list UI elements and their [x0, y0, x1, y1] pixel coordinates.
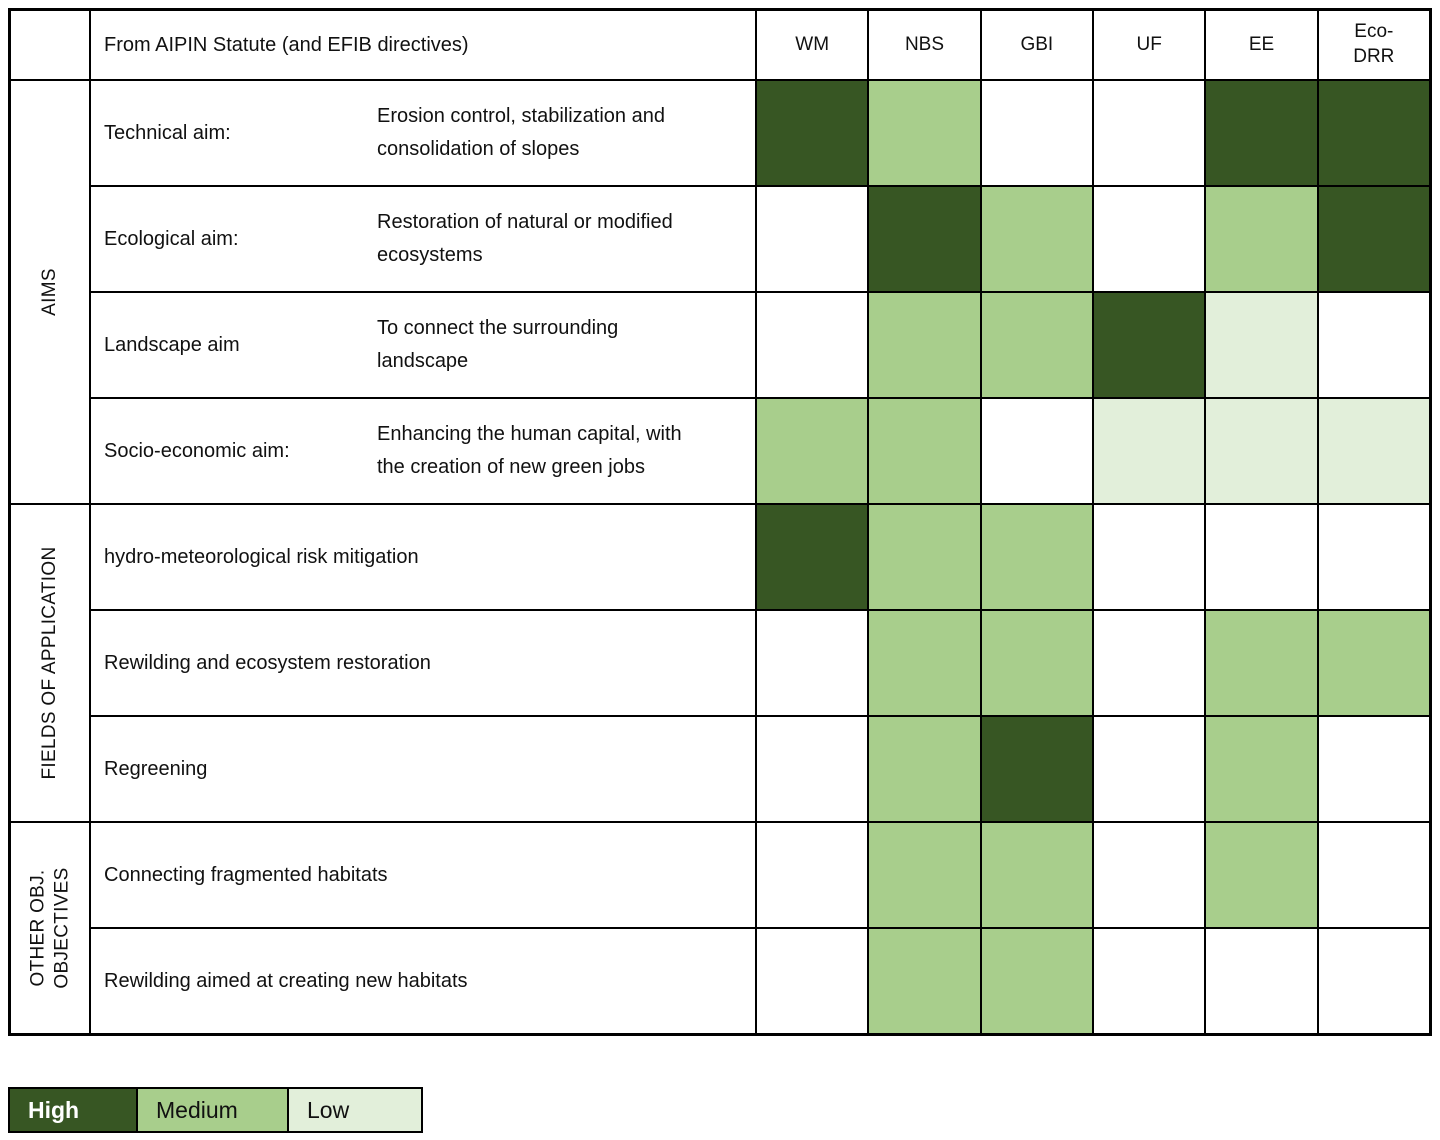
matrix-cell-medium [869, 611, 980, 715]
row-group-label: AIMS [39, 268, 61, 316]
matrix-table: From AIPIN Statute (and EFIB directives)… [8, 8, 1432, 1036]
matrix-cell-none [1094, 717, 1205, 821]
matrix-cell-medium [1206, 187, 1317, 291]
row-group-label: OTHER OBJ. OBJECTIVES [27, 867, 72, 989]
matrix-cell-medium [981, 929, 1092, 1033]
matrix-cell-medium [981, 505, 1092, 609]
row-label-hydro-meteorological-risk-mitigation: hydro-meteorological risk mitigation [91, 505, 755, 609]
column-header-gbi: GBI [981, 11, 1092, 79]
matrix-cell-none [1318, 717, 1429, 821]
matrix-cell-none [1094, 187, 1205, 291]
matrix-cell-high [869, 187, 980, 291]
matrix-cell-medium [869, 929, 980, 1033]
row-label-connecting-fragmented-habitats: Connecting fragmented habitats [91, 823, 755, 927]
row-group-label: FIELDS OF APPLICATION [39, 546, 61, 780]
matrix-cell-medium [1206, 717, 1317, 821]
matrix-cell-none [1318, 293, 1429, 397]
aim-name: Technical aim: [104, 121, 231, 144]
matrix-cell-medium [1206, 611, 1317, 715]
legend-item-medium: Medium [136, 1087, 289, 1133]
aim-name: Landscape aim [104, 333, 240, 356]
legend: High Medium Low [8, 1087, 423, 1133]
row-label-landscape-aim: Landscape aim To connect the surrounding … [91, 293, 755, 397]
matrix-cell-none [1206, 505, 1317, 609]
matrix-cell-none [757, 717, 868, 821]
matrix-cell-none [1318, 929, 1429, 1033]
row-group-aims: AIMS [11, 81, 89, 503]
matrix-cell-high [981, 717, 1092, 821]
matrix-cell-medium [869, 717, 980, 821]
matrix-cell-none [1318, 505, 1429, 609]
matrix-cell-none [1094, 505, 1205, 609]
matrix-cell-none [757, 611, 868, 715]
matrix-cell-medium [869, 81, 980, 185]
matrix-cell-medium [981, 611, 1092, 715]
aim-name: Socio-economic aim: [104, 439, 290, 462]
matrix-cell-high [1318, 81, 1429, 185]
matrix-cell-low [1094, 399, 1205, 503]
matrix-cell-high [757, 505, 868, 609]
row-label-text: Connecting fragmented habitats [104, 863, 388, 886]
row-label-rewilding-and-ecosystem-restoration: Rewilding and ecosystem restoration [91, 611, 755, 715]
matrix-cell-none [1318, 823, 1429, 927]
matrix-cell-none [757, 823, 868, 927]
matrix-cell-none [1206, 929, 1317, 1033]
column-header-eco-drr: Eco- DRR [1318, 11, 1429, 79]
matrix-cell-low [1206, 399, 1317, 503]
row-label-text: Regreening [104, 757, 208, 780]
row-label-text: Rewilding and ecosystem restoration [104, 651, 431, 674]
column-header-uf: UF [1094, 11, 1205, 79]
matrix-cell-medium [981, 293, 1092, 397]
row-label-regreening: Regreening [91, 717, 755, 821]
column-header-nbs: NBS [869, 11, 980, 79]
matrix-cell-medium [981, 187, 1092, 291]
legend-item-high: High [8, 1087, 138, 1133]
legend-label-high: High [28, 1096, 80, 1123]
legend-label-low: Low [307, 1096, 350, 1123]
aim-description: Erosion control, stabilization and conso… [377, 105, 665, 160]
matrix-cell-none [757, 929, 868, 1033]
matrix-cell-none [1094, 929, 1205, 1033]
matrix-cell-medium [869, 399, 980, 503]
aim-description: To connect the surrounding landscape [377, 317, 619, 372]
aim-name: Ecological aim: [104, 227, 239, 250]
matrix-cell-medium [1206, 823, 1317, 927]
row-label-rewilding-aimed-at-creating-new-habitats: Rewilding aimed at creating new habitats [91, 929, 755, 1033]
matrix-cell-low [1318, 399, 1429, 503]
matrix-cell-high [757, 81, 868, 185]
matrix-cell-high [1206, 81, 1317, 185]
legend-item-low: Low [287, 1087, 423, 1133]
matrix-cell-none [981, 81, 1092, 185]
column-header-ee: EE [1206, 11, 1317, 79]
matrix-cell-none [981, 399, 1092, 503]
row-label-ecological-aim: Ecological aim: Restoration of natural or… [91, 187, 755, 291]
aim-description: Enhancing the human capital, with the cr… [377, 423, 682, 478]
matrix-cell-medium [1318, 611, 1429, 715]
row-label-text: hydro-meteorological risk mitigation [104, 545, 419, 568]
matrix-cell-none [1094, 611, 1205, 715]
matrix-cell-high [1094, 293, 1205, 397]
column-header-wm: WM [757, 11, 868, 79]
matrix-cell-none [757, 187, 868, 291]
row-label-socio-economic-aim: Socio-economic aim: Enhancing the human c… [91, 399, 755, 503]
matrix-cell-none [1094, 81, 1205, 185]
matrix-cell-high [1318, 187, 1429, 291]
row-group-fields-of-application: FIELDS OF APPLICATION [11, 505, 89, 821]
matrix-cell-none [1094, 823, 1205, 927]
row-label-text: Rewilding aimed at creating new habitats [104, 969, 468, 992]
matrix-cell-medium [869, 293, 980, 397]
matrix-cell-low [1206, 293, 1317, 397]
row-group-other-obj-objectives: OTHER OBJ. OBJECTIVES [11, 823, 89, 1033]
corner-cell [11, 11, 89, 79]
aim-description: Restoration of natural or modified ecosy… [377, 211, 673, 266]
matrix-cell-medium [869, 505, 980, 609]
matrix-cell-medium [981, 823, 1092, 927]
matrix-cell-medium [869, 823, 980, 927]
matrix-cell-none [757, 293, 868, 397]
legend-label-medium: Medium [156, 1096, 238, 1123]
matrix-cell-medium [757, 399, 868, 503]
row-label-technical-aim: Technical aim: Erosion control, stabiliza… [91, 81, 755, 185]
statute-header: From AIPIN Statute (and EFIB directives) [91, 11, 755, 79]
